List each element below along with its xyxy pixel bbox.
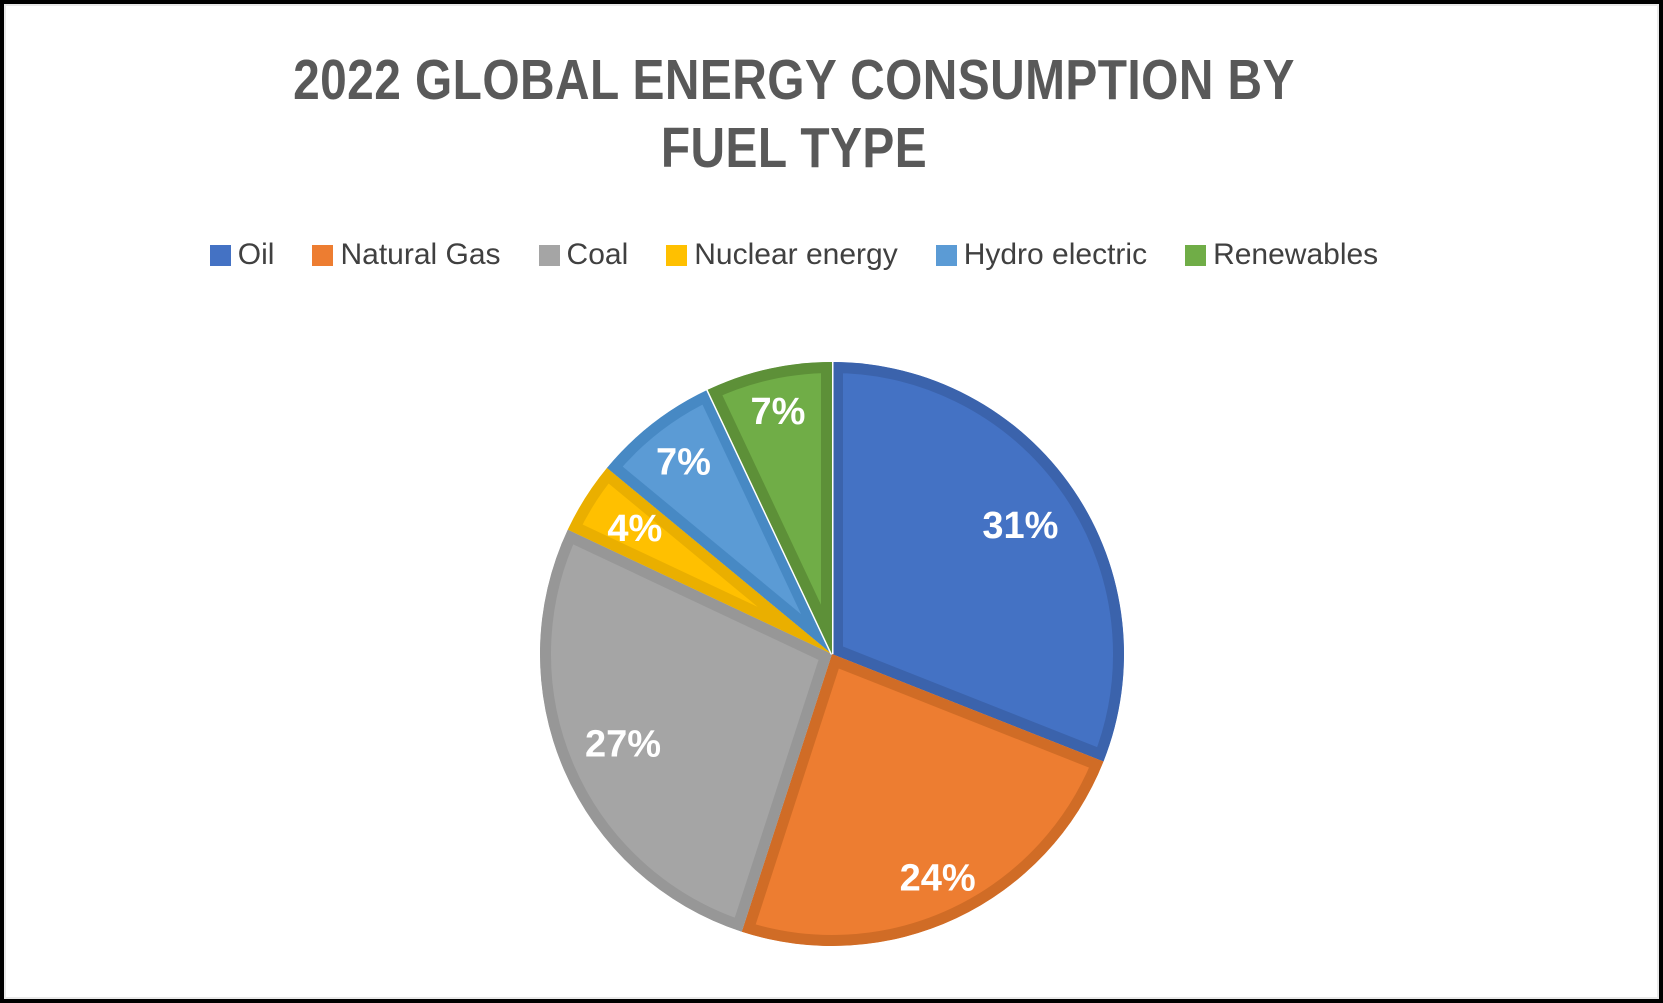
legend-swatch-icon <box>538 244 560 266</box>
pie-data-label-nuclear-energy: 4% <box>607 508 662 550</box>
pie-slice-hydro-electric <box>607 389 832 654</box>
legend-item-renewables: Renewables <box>1185 238 1378 272</box>
legend-swatch-icon <box>666 244 688 266</box>
pie-data-label-oil: 31% <box>982 505 1058 547</box>
legend-item-coal: Coal <box>538 238 629 272</box>
legend-label: Oil <box>237 238 275 271</box>
legend-swatch-icon <box>1185 244 1207 266</box>
legend-item-oil: Oil <box>209 238 275 272</box>
chart-title: 2022 GLOBAL ENERGY CONSUMPTION BY FUEL T… <box>130 4 1457 182</box>
legend-label: Natural Gas <box>340 238 501 271</box>
legend-item-hydro-electric: Hydro electric <box>935 238 1148 272</box>
chart-title-line-2: FUEL TYPE <box>660 116 928 180</box>
legend-label: Nuclear energy <box>694 238 898 271</box>
pie-slice-oil <box>832 362 1124 762</box>
legend-label: Hydro electric <box>963 238 1148 271</box>
legend-item-natural-gas: Natural Gas <box>312 238 501 272</box>
pie-data-label-hydro-electric: 7% <box>656 442 711 484</box>
legend-swatch-icon <box>312 244 334 266</box>
chart-title-line-1: 2022 GLOBAL ENERGY CONSUMPTION BY <box>293 48 1295 112</box>
legend-swatch-icon <box>209 244 231 266</box>
pie-data-label-coal: 27% <box>585 724 661 766</box>
chart-area: 2022 GLOBAL ENERGY CONSUMPTION BY FUEL T… <box>4 4 1584 999</box>
pie-data-label-natural-gas: 24% <box>900 858 976 900</box>
pie-slice-coal <box>539 529 833 932</box>
pie-slice-natural-gas <box>741 654 1104 946</box>
legend-label: Coal <box>566 238 629 271</box>
legend-item-nuclear-energy: Nuclear energy <box>666 238 898 272</box>
legend-swatch-icon <box>935 244 957 266</box>
pie-data-label-renewables: 7% <box>750 391 805 433</box>
legend-label: Renewables <box>1213 238 1379 271</box>
pie-chart: 31% 24% 27% 4% 7% 7% <box>539 360 1124 946</box>
pie-slice-renewables <box>707 362 832 654</box>
pie-slice-nuclear-energy <box>567 467 832 654</box>
chart-legend: Oil Natural Gas Coal Nuclear energy Hydro el… <box>4 238 1584 272</box>
